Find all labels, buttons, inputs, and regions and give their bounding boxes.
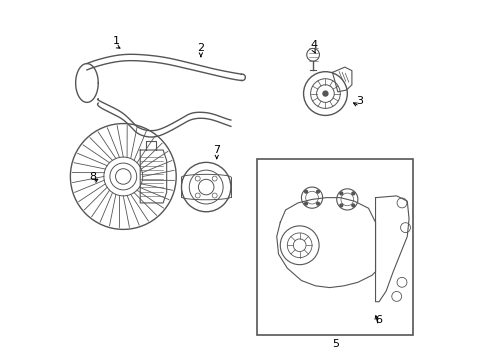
- Text: 5: 5: [332, 339, 339, 350]
- Text: 2: 2: [197, 44, 204, 53]
- Text: 7: 7: [213, 145, 220, 155]
- Circle shape: [352, 204, 355, 207]
- Circle shape: [317, 190, 319, 193]
- Text: 6: 6: [375, 315, 382, 325]
- Bar: [257, 159, 413, 335]
- Circle shape: [340, 192, 343, 195]
- Text: 8: 8: [89, 172, 96, 182]
- Text: 4: 4: [310, 40, 318, 50]
- Circle shape: [340, 204, 343, 207]
- Text: 1: 1: [113, 36, 120, 46]
- Text: 3: 3: [356, 96, 363, 106]
- Circle shape: [323, 91, 328, 96]
- Circle shape: [305, 190, 307, 193]
- Circle shape: [352, 192, 355, 195]
- Circle shape: [317, 202, 319, 205]
- Circle shape: [305, 202, 307, 205]
